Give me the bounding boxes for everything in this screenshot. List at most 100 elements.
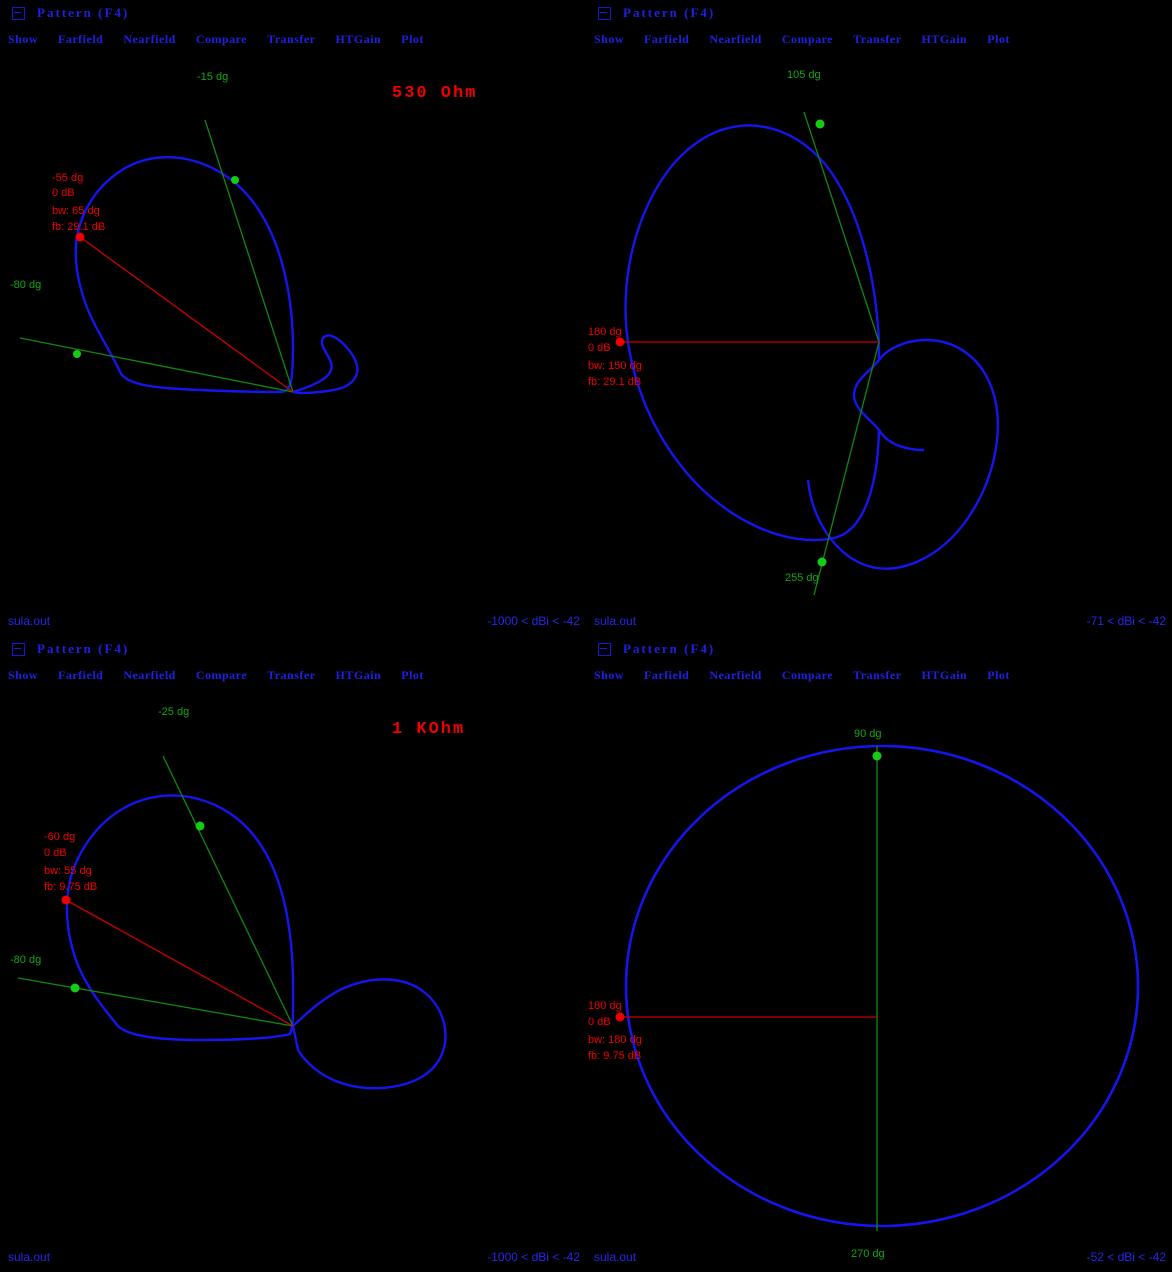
polar-plot-area[interactable]: 1 KOhm -25 dg -80 dg -60 dg 0 dB bw: 55 … [0,686,586,1238]
menu-htgain[interactable]: HTGain [335,667,382,682]
cursor-dot-upper[interactable] [872,751,882,761]
statusbar: sula.out -1000 < dBi < -42 [0,614,586,632]
cursor-dot-upper[interactable] [815,119,825,129]
menu-farfield[interactable]: Farfield [644,31,690,46]
cursor-dot-upper[interactable] [231,176,239,184]
pattern-trace-upper [624,124,881,542]
menu-plot[interactable]: Plot [401,31,424,46]
red-label-angle: 180 dg [588,1000,622,1012]
menu-plot[interactable]: Plot [987,31,1010,46]
polar-plot-svg [19,119,359,395]
menu-transfer[interactable]: Transfer [267,31,316,46]
cursor-line-lower [813,341,880,596]
red-label-level: 0 dB [588,342,611,354]
red-label-level: 0 dB [44,847,67,859]
panel-top-right: Pattern (F4) Show Farfield Nearfield Com… [586,0,1172,636]
menu-compare[interactable]: Compare [195,667,248,682]
red-label-beamwidth: bw: 180 dg [588,1034,642,1046]
polar-plot-area[interactable]: 105 dg 255 dg 180 dg 0 dB bw: 150 dg fb:… [586,50,1172,602]
titlebar[interactable]: Pattern (F4) [586,636,1172,662]
pattern-trace-aux [879,225,886,342]
window-title: Pattern (F4) [37,641,130,656]
cursor-dot-lower[interactable] [70,983,80,993]
red-label-angle: 180 dg [588,326,622,338]
menu-nearfield[interactable]: Nearfield [123,667,176,682]
menu-transfer[interactable]: Transfer [267,667,316,682]
green-label-upper: -25 dg [158,706,190,718]
menu-nearfield[interactable]: Nearfield [123,31,176,46]
polar-plot-area[interactable]: 530 Ohm -15 dg -80 dg -55 dg 0 dB bw: 65… [0,50,586,602]
system-menu-icon[interactable] [598,642,611,656]
main-lobe-dot[interactable] [615,1012,625,1022]
menu-farfield[interactable]: Farfield [58,667,104,682]
menu-htgain[interactable]: HTGain [335,31,382,46]
status-range: -1000 < dBi < -42 [487,614,580,628]
cursor-line-upper [162,755,294,1027]
main-lobe-dot[interactable] [75,232,85,242]
menu-htgain[interactable]: HTGain [921,31,968,46]
main-lobe-dot[interactable] [615,337,625,347]
status-range: -71 < dBi < -42 [1086,614,1166,628]
red-label-angle: -60 dg [44,831,76,843]
system-menu-icon[interactable] [12,642,25,656]
menu-nearfield[interactable]: Nearfield [709,31,762,46]
cursor-dot-upper[interactable] [195,821,205,831]
status-range: -52 < dBi < -42 [1086,1250,1166,1264]
polar-plot-svg [615,744,1140,1231]
statusbar: sula.out -71 < dBi < -42 [586,614,1172,632]
green-label-lower: 270 dg [851,1248,885,1260]
statusbar: sula.out -1000 < dBi < -42 [0,1250,586,1268]
system-menu-icon[interactable] [598,6,611,20]
red-label-front-back: fb: 29.1 dB [588,376,642,388]
menu-nearfield[interactable]: Nearfield [709,667,762,682]
menu-transfer[interactable]: Transfer [853,667,902,682]
polar-plot-svg [615,111,1000,596]
cursor-dot-lower[interactable] [817,557,827,567]
status-filename: sula.out [594,614,637,628]
pattern-trace [624,744,1140,1228]
pattern-trace-sidelobe [291,978,447,1090]
red-label-angle: -55 dg [52,172,84,184]
menu-htgain[interactable]: HTGain [921,667,968,682]
window-title: Pattern (F4) [37,5,130,20]
menu-show[interactable]: Show [594,667,625,682]
overlay-title: 530 Ohm [392,84,478,103]
menubar: Show Farfield Nearfield Compare Transfer… [586,28,1172,50]
main-lobe-dot[interactable] [61,895,71,905]
panel-bottom-left: Pattern (F4) Show Farfield Nearfield Com… [0,636,586,1272]
red-label-front-back: fb: 9.75 dB [588,1050,642,1062]
menu-compare[interactable]: Compare [781,667,834,682]
polar-plot-area[interactable]: 90 dg 270 dg 180 dg 0 dB bw: 180 dg fb: … [586,686,1172,1260]
red-label-level: 0 dB [52,187,75,199]
menu-plot[interactable]: Plot [987,667,1010,682]
cursor-line-upper [803,111,880,343]
cursor-line-lower [17,977,294,1027]
green-label-lower: -80 dg [10,279,42,291]
pattern-trace [65,794,295,1042]
green-label-upper: -15 dg [197,71,229,83]
menubar: Show Farfield Nearfield Compare Transfer… [0,664,586,686]
menu-transfer[interactable]: Transfer [853,31,902,46]
menu-farfield[interactable]: Farfield [58,31,104,46]
titlebar[interactable]: Pattern (F4) [0,636,586,662]
status-range: -1000 < dBi < -42 [487,1250,580,1264]
menu-show[interactable]: Show [8,667,39,682]
main-lobe-line [65,899,294,1027]
titlebar[interactable]: Pattern (F4) [586,0,1172,26]
system-menu-icon[interactable] [12,6,25,20]
green-label-lower: -80 dg [10,954,42,966]
statusbar: sula.out -52 < dBi < -42 [586,1250,1172,1268]
green-label-upper: 105 dg [787,69,821,81]
menu-show[interactable]: Show [8,31,39,46]
window-title: Pattern (F4) [623,641,716,656]
menubar: Show Farfield Nearfield Compare Transfer… [0,28,586,50]
cursor-dot-lower[interactable] [73,350,81,358]
menu-show[interactable]: Show [594,31,625,46]
menu-compare[interactable]: Compare [195,31,248,46]
menu-plot[interactable]: Plot [401,667,424,682]
menu-compare[interactable]: Compare [781,31,834,46]
overlay-title: 1 KOhm [392,720,466,739]
titlebar[interactable]: Pattern (F4) [0,0,586,26]
menu-farfield[interactable]: Farfield [644,667,690,682]
